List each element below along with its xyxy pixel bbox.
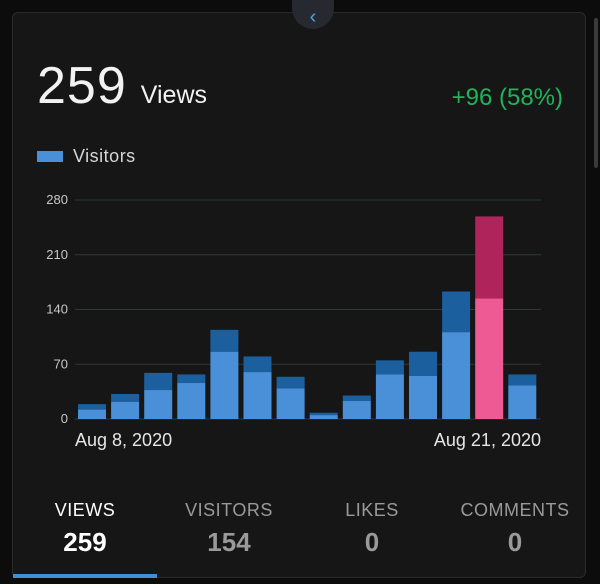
bar-visitors[interactable]	[342, 401, 371, 419]
tab-visitors[interactable]: VISITORS 154	[154, 500, 304, 558]
bar-views[interactable]	[78, 404, 106, 410]
bar-visitors[interactable]	[508, 385, 537, 419]
y-tick-label: 70	[54, 356, 68, 371]
collapse-handle[interactable]: ‹	[292, 0, 334, 29]
y-tick-label: 0	[61, 411, 68, 426]
bar-visitors[interactable]	[144, 390, 173, 419]
legend-swatch	[37, 151, 63, 162]
bar-views[interactable]	[342, 395, 371, 402]
bar-visitors[interactable]	[243, 372, 272, 419]
bar-views[interactable]	[144, 372, 173, 391]
bar-visitors[interactable]	[475, 298, 504, 419]
tab-comments-label: COMMENTS	[460, 500, 570, 520]
chevron-left-icon: ‹	[309, 6, 317, 28]
scrollbar[interactable]	[594, 18, 598, 168]
x-end-label: Aug 21, 2020	[434, 430, 541, 450]
bar-views[interactable]	[442, 291, 471, 333]
tab-visitors-value: 154	[207, 527, 251, 557]
stats-tabs: VIEWS 259 VISITORS 154 LIKES 0 COMMENTS …	[0, 500, 600, 584]
legend-label: Visitors	[73, 146, 136, 166]
bar-visitors[interactable]	[442, 332, 471, 419]
tab-comments[interactable]: COMMENTS 0	[440, 500, 590, 558]
active-tab-indicator	[13, 574, 157, 578]
views-count: 259	[37, 57, 127, 115]
bar-visitors[interactable]	[177, 383, 206, 419]
tab-views-value: 259	[63, 527, 107, 557]
bar-views[interactable]	[508, 374, 537, 386]
tab-comments-value: 0	[507, 527, 523, 557]
x-start-label: Aug 8, 2020	[75, 430, 172, 450]
bar-views[interactable]	[475, 216, 504, 299]
bar-visitors[interactable]	[210, 351, 239, 419]
tab-views[interactable]: VIEWS 259	[10, 500, 160, 558]
bar-views[interactable]	[111, 393, 140, 402]
bar-views[interactable]	[177, 374, 206, 384]
bar-views[interactable]	[309, 412, 338, 416]
tab-likes-label: LIKES	[345, 500, 399, 520]
bar-views[interactable]	[210, 329, 239, 352]
bar-views[interactable]	[243, 356, 272, 373]
bar-views[interactable]	[409, 351, 437, 376]
bar-views[interactable]	[276, 376, 305, 389]
views-summary: 259 Views	[37, 56, 207, 116]
views-label: Views	[140, 81, 208, 109]
views-chart: 0 70 140 210 280 Aug 8, 2020 Aug 21, 2020	[46, 192, 541, 450]
chart-legend: Visitors	[37, 146, 136, 167]
bar-views[interactable]	[375, 360, 404, 375]
bar-visitors[interactable]	[309, 415, 338, 419]
tab-likes-value: 0	[364, 527, 380, 557]
bar-visitors[interactable]	[375, 374, 404, 419]
tab-views-label: VIEWS	[54, 500, 116, 520]
y-tick-label: 210	[46, 247, 68, 262]
bar-visitors[interactable]	[276, 388, 305, 419]
bar-visitors[interactable]	[409, 375, 437, 419]
bar-visitors[interactable]	[78, 409, 106, 419]
views-change: +96 (58%)	[451, 84, 563, 111]
bar-visitors[interactable]	[111, 401, 140, 419]
tab-visitors-label: VISITORS	[185, 500, 273, 520]
y-tick-label: 280	[46, 192, 68, 207]
y-tick-label: 140	[46, 302, 68, 317]
tab-likes[interactable]: LIKES 0	[297, 500, 447, 558]
